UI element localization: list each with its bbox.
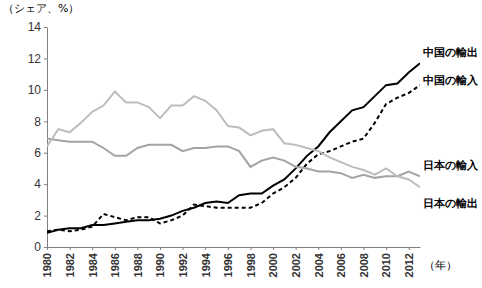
series-line <box>47 139 420 178</box>
y-tick-mark <box>44 153 47 154</box>
y-tick-mark <box>44 216 47 217</box>
x-tick-label: 1984 <box>87 252 99 277</box>
x-tick-mark <box>92 247 93 250</box>
y-tick: 2 <box>34 209 47 223</box>
y-tick-mark <box>44 27 47 28</box>
x-tick-label: 2006 <box>335 253 347 277</box>
y-tick: 10 <box>28 83 47 97</box>
series-label: 中国の輸出 <box>423 46 478 59</box>
x-tick-label: 2010 <box>380 253 392 277</box>
x-tick-mark <box>250 247 251 250</box>
y-tick-label: 12 <box>28 52 42 66</box>
x-tick: 1996 <box>222 247 234 277</box>
series-label: 中国の輸入 <box>423 74 479 87</box>
y-tick-mark <box>44 121 47 122</box>
y-tick: 8 <box>34 115 47 129</box>
x-axis-title: （年） <box>424 259 457 272</box>
x-tick-mark <box>318 247 319 250</box>
x-tick-label: 2000 <box>267 253 279 277</box>
series-line <box>47 85 420 231</box>
x-tick-mark <box>137 247 138 250</box>
x-tick: 2010 <box>380 247 392 277</box>
x-tick-label: 1996 <box>222 253 234 277</box>
x-tick: 2012 <box>403 247 415 277</box>
y-tick: 14 <box>28 20 47 34</box>
series-line <box>47 63 420 233</box>
x-tick: 1990 <box>154 247 166 277</box>
x-tick-label: 1994 <box>200 252 212 277</box>
y-tick-label: 14 <box>28 20 42 34</box>
y-tick-label: 8 <box>34 115 41 129</box>
x-tick: 1984 <box>87 247 99 277</box>
y-tick: 6 <box>34 146 47 160</box>
x-tick: 1982 <box>64 247 76 277</box>
x-tick-label: 1988 <box>132 253 144 277</box>
x-tick-mark <box>363 247 364 250</box>
y-tick: 12 <box>28 52 47 66</box>
x-tick-mark <box>183 247 184 250</box>
y-tick-mark <box>44 247 47 248</box>
x-tick-mark <box>296 247 297 250</box>
y-tick-label: 10 <box>28 83 42 97</box>
x-tick-label: 1982 <box>64 253 76 277</box>
series-label: 日本の輸入 <box>423 159 479 172</box>
x-tick: 1994 <box>200 247 212 277</box>
x-tick-mark <box>160 247 161 250</box>
y-axis-line <box>47 28 48 248</box>
x-tick-mark <box>70 247 71 250</box>
x-tick: 2008 <box>358 247 370 277</box>
x-tick: 1986 <box>109 247 121 277</box>
x-tick-label: 2002 <box>290 253 302 277</box>
y-tick: 0 <box>34 240 47 254</box>
chart-container: 1980 1982 1984 1986 1988 1990 1992 1994 1996 1998… <box>0 0 482 288</box>
y-tick-label: 4 <box>34 177 41 191</box>
x-tick-label: 1992 <box>177 253 189 277</box>
x-tick-mark <box>205 247 206 250</box>
y-tick-label: 0 <box>34 240 41 254</box>
x-tick: 1998 <box>245 247 257 277</box>
y-axis-title: （シェア、%） <box>3 2 79 15</box>
x-tick-label: 1998 <box>245 253 257 277</box>
x-tick-label: 2012 <box>403 253 415 277</box>
y-tick: 4 <box>34 177 47 191</box>
x-tick-mark <box>409 247 410 250</box>
plot: 1980 1982 1984 1986 1988 1990 1992 1994 1996 1998… <box>28 20 421 277</box>
y-tick-mark <box>44 184 47 185</box>
y-tick-label: 2 <box>34 209 41 223</box>
x-tick: 2004 <box>313 247 325 277</box>
y-axis: 0 2 4 6 8 10 12 14 <box>28 20 48 254</box>
lines <box>47 63 420 233</box>
series-label: 日本の輸出 <box>423 197 478 210</box>
x-tick-mark <box>115 247 116 250</box>
x-tick-mark <box>386 247 387 250</box>
x-tick-mark <box>341 247 342 250</box>
y-tick-label: 6 <box>34 146 41 160</box>
x-tick-label: 2004 <box>313 252 325 277</box>
x-tick-label: 1980 <box>41 253 53 277</box>
y-tick-mark <box>44 58 47 59</box>
x-tick-mark <box>273 247 274 250</box>
series-line <box>47 91 420 187</box>
x-tick-label: 1986 <box>109 253 121 277</box>
x-tick-mark <box>228 247 229 250</box>
x-tick-label: 1990 <box>154 253 166 277</box>
x-axis-line <box>48 247 421 248</box>
y-tick-mark <box>44 90 47 91</box>
x-tick-label: 2008 <box>358 253 370 277</box>
x-tick: 2000 <box>267 247 279 277</box>
x-tick: 1988 <box>132 247 144 277</box>
chart-svg: 1980 1982 1984 1986 1988 1990 1992 1994 1996 1998… <box>0 0 482 288</box>
x-tick: 2006 <box>335 247 347 277</box>
x-tick: 1980 <box>41 247 53 277</box>
x-tick: 1992 <box>177 247 189 277</box>
x-axis: 1980 1982 1984 1986 1988 1990 1992 1994 1996 1998… <box>41 247 420 277</box>
x-tick: 2002 <box>290 247 302 277</box>
